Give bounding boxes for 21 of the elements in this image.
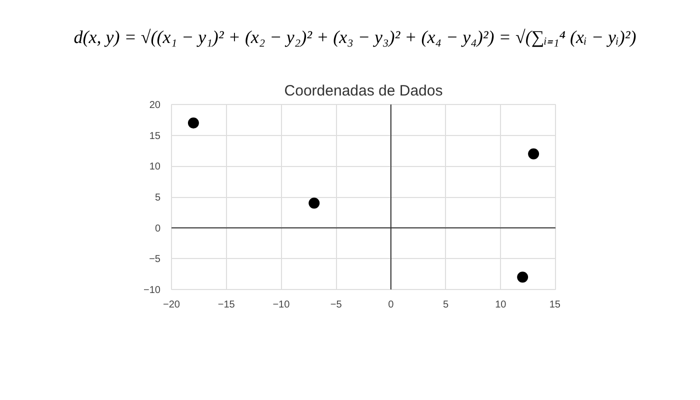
y-tick-label: 10: [149, 162, 161, 173]
point: [528, 148, 540, 160]
y-tick-label: 5: [154, 192, 161, 204]
x-tick-label: 10: [495, 300, 507, 310]
y-tick-label: 15: [149, 130, 161, 142]
y-tick-label: −5: [149, 254, 161, 266]
x-tick-label: −5: [330, 300, 342, 310]
y-tick-label: 20: [149, 100, 161, 111]
point: [517, 272, 528, 283]
x-tick-label: 15: [549, 300, 561, 310]
x-tick-label: −15: [218, 300, 236, 310]
x-tick-label: −10: [272, 300, 290, 310]
point: [188, 118, 199, 128]
x-tick-label: 5: [443, 300, 450, 310]
y-tick-label: 0: [154, 223, 161, 234]
chart-title: Coordenadas de Dados: [284, 82, 443, 100]
text: d(x, y) = √((x₁ − y₁)² + (x₂ − y₂)² + (x₃ − y₃)² + (x₄ − y₄)²) = √(∑ᵢ₌₁⁴ (xᵢ − yᵢ)²): [74, 26, 636, 49]
y-tick-label: −10: [144, 285, 161, 296]
x-tick-label: −20: [163, 300, 180, 310]
x-tick-label: 0: [388, 300, 394, 310]
point: [308, 198, 320, 209]
